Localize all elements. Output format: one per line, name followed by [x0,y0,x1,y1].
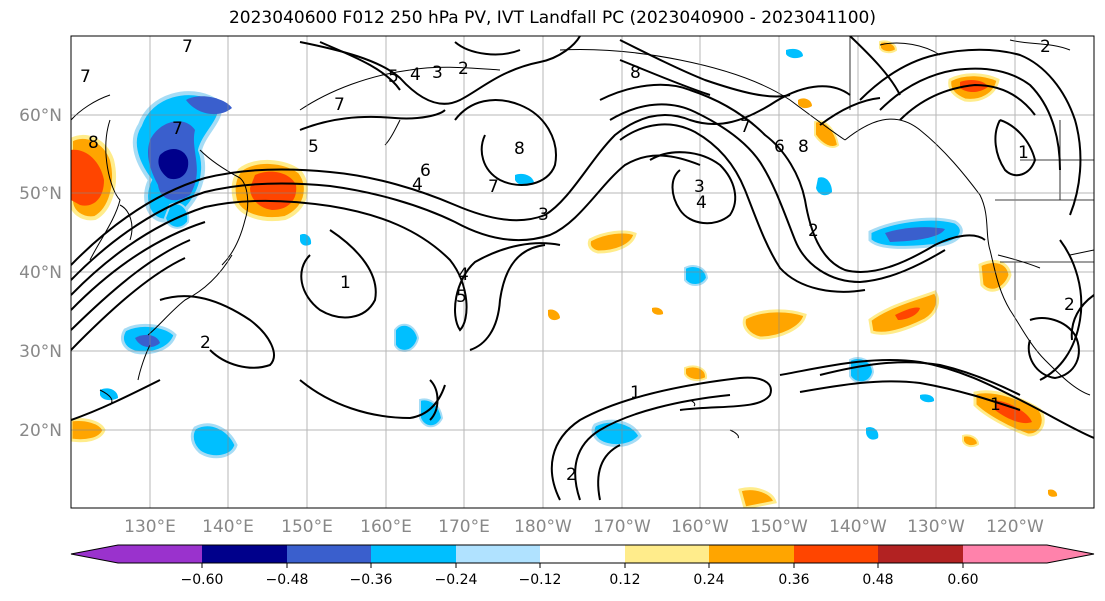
colorbar-segment [963,545,1047,563]
colorbar-tick-label: 0.24 [693,572,724,588]
colorbar-tick-label: −0.36 [350,572,393,588]
contour-label: 5 [308,137,319,157]
contour-label: 8 [514,139,525,159]
colorbar-segment [456,545,540,563]
contour-label: 1 [1018,143,1029,163]
contour-label: 8 [630,63,641,83]
colorbar-segment [625,545,709,563]
lon-label: 120°W [986,517,1044,537]
contour-label: 4 [410,65,421,85]
lon-label: 150°E [281,517,333,537]
colorbar-segment [540,545,625,563]
colorbar-segment [878,545,963,563]
contour-label: 7 [182,37,193,57]
contour-label: 8 [798,137,809,157]
colorbar-outline [70,544,1095,564]
colorbar-tick-label: 0.60 [947,572,978,588]
colorbar: −0.60 −0.48 −0.36 −0.24 −0.12 0.12 0.24 … [70,544,1095,588]
colorbar-tick-label: −0.48 [266,572,309,588]
colorbar-min-arrow [71,545,118,563]
lon-label: 150°W [750,517,808,537]
colorbar-segment [202,545,287,563]
lon-label: 180°W [514,517,572,537]
contour-label: 1 [630,383,641,403]
contour-label: 3 [432,63,443,83]
contour-label: 2 [808,221,819,241]
map-title: 2023040600 F012 250 hPa PV, IVT Landfall… [228,8,876,28]
lon-label: 140°W [829,517,887,537]
lon-label: 160°E [360,517,412,537]
colorbar-segment [709,545,794,563]
lon-label: 130°E [124,517,176,537]
contour-label: 5 [388,67,399,87]
contour-label: 4 [412,175,423,195]
colorbar-tick-label: 0.12 [609,572,640,588]
contour-labels: 7 7 8 5 4 3 2 7 6 5 4 7 8 7 3 1 4 5 8 8 … [80,37,1075,485]
colorbar-segment [118,545,202,563]
gridlines [71,36,1094,508]
lat-label: 30°N [19,342,62,362]
contour-label: 7 [488,177,499,197]
contour-label: 6 [774,137,785,157]
lon-label: 130°W [907,517,965,537]
colorbar-tick-label: 0.36 [778,572,809,588]
colorbar-tick-label: −0.60 [181,572,224,588]
colorbar-tick-label: −0.24 [435,572,478,588]
colorbar-segment [371,545,456,563]
lon-label: 170°E [438,517,490,537]
contour-label: 4 [696,193,707,213]
contour-label: 5 [456,287,467,307]
lat-label: 20°N [19,421,62,441]
map-frame [70,35,1095,509]
contour-label: 8 [88,133,99,153]
lat-label: 60°N [19,106,62,126]
colorbar-segment [287,545,371,563]
contour-label: 2 [200,333,211,353]
contour-label: 4 [458,265,469,285]
colorbar-max-arrow [1047,545,1094,563]
contour-label: 7 [334,95,345,115]
contour-label: 1 [340,273,351,293]
colorbar-tick-labels: −0.60 −0.48 −0.36 −0.24 −0.12 0.12 0.24 … [181,572,979,588]
contour-label: 2 [566,465,577,485]
colorbar-segment [794,545,878,563]
colorbar-tick-label: −0.12 [519,572,562,588]
contour-label: 6 [420,161,431,181]
contour-label: 3 [694,177,705,197]
contour-label: 7 [172,119,183,139]
contour-label: 2 [1040,37,1051,57]
lat-label: 50°N [19,184,62,204]
lon-label: 160°W [671,517,729,537]
lat-label: 40°N [19,263,62,283]
contour-label: 3 [538,205,549,225]
pv-contours [71,36,1094,501]
latitude-labels: 60°N 50°N 40°N 30°N 20°N [19,106,62,441]
contour-label: 7 [740,117,751,137]
lon-label: 140°E [202,517,254,537]
contour-label: 1 [990,395,1001,415]
colorbar-tick-label: 0.48 [862,572,893,588]
contour-label: 7 [80,67,91,87]
contour-label: 2 [458,59,469,79]
contour-label: 2 [1064,295,1075,315]
lon-label: 170°W [593,517,651,537]
longitude-labels: 130°E 140°E 150°E 160°E 170°E 180°W 170°… [124,517,1044,537]
